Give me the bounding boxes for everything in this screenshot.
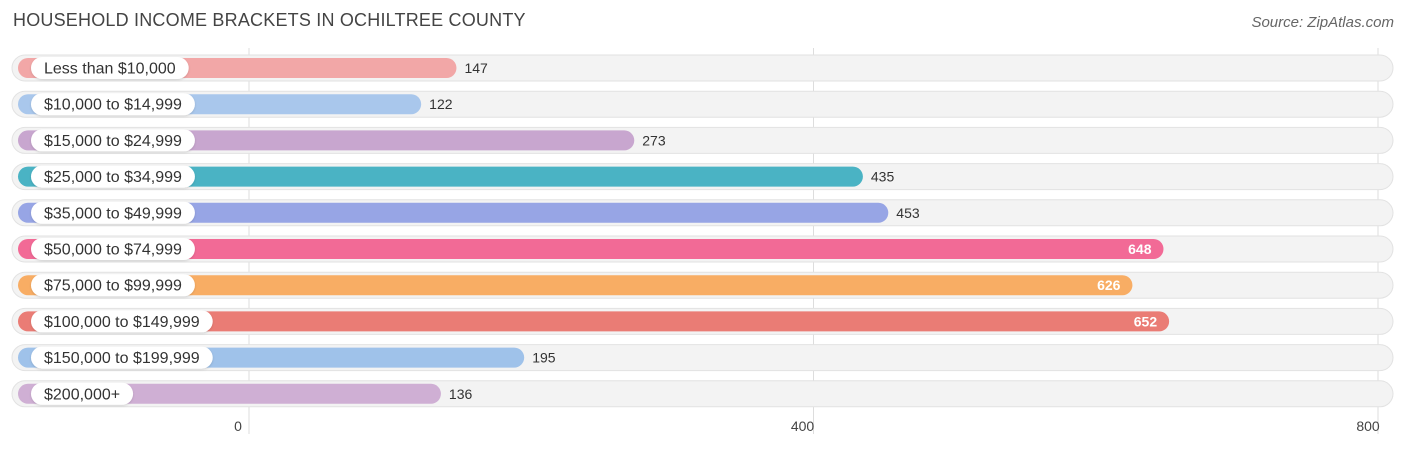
category-label-pill [31,129,195,152]
bar [18,275,1133,296]
value-label: 648 [1128,241,1152,257]
x-tick-label: 0 [234,418,242,434]
value-label: 652 [1134,313,1158,329]
category-label-pill [31,165,195,188]
value-label: 122 [429,96,453,112]
category-label: $75,000 to $99,999 [44,278,182,295]
category-label: $200,000+ [44,386,120,403]
value-label: 195 [532,350,556,366]
source-label: Source: ZipAtlas.com [1251,14,1394,31]
bar [18,311,1170,332]
x-tick-label: 800 [1356,418,1380,434]
category-label: $15,000 to $24,999 [44,133,182,150]
category-label: $10,000 to $14,999 [44,97,182,114]
value-label: 273 [642,132,666,148]
value-label: 626 [1097,277,1121,293]
x-tick-label: 400 [791,418,815,434]
value-label: 453 [896,205,920,221]
bar [18,239,1164,259]
category-labels: Less than $10,000 $10,000 to $14,999 $15,0… [31,57,213,405]
x-axis-ticks: 0 400 800 [234,418,1380,434]
category-label-pill [31,238,195,260]
chart-title: HOUSEHOLD INCOME BRACKETS IN OCHILTREE C… [13,10,526,30]
category-label-pill [31,93,195,116]
category-label-pill [31,382,134,405]
category-label: $25,000 to $34,999 [44,169,182,186]
category-label-pill [31,57,189,79]
value-label: 147 [464,60,488,76]
category-label-pill [31,201,195,224]
bar [18,166,863,187]
value-label: 435 [871,169,895,185]
category-label: $100,000 to $149,999 [44,314,200,331]
category-label: $150,000 to $199,999 [44,350,200,367]
category-label: $35,000 to $49,999 [44,205,182,222]
value-labels: 147 122 273 435 453 648 626 652 195 136 [429,60,1157,402]
value-label: 136 [449,386,473,402]
category-label-pill [31,346,213,369]
category-label: $50,000 to $74,999 [44,242,182,259]
bar [18,202,889,223]
category-label-pill [31,310,213,333]
category-label-pill [31,274,195,297]
category-label: Less than $10,000 [44,61,176,78]
